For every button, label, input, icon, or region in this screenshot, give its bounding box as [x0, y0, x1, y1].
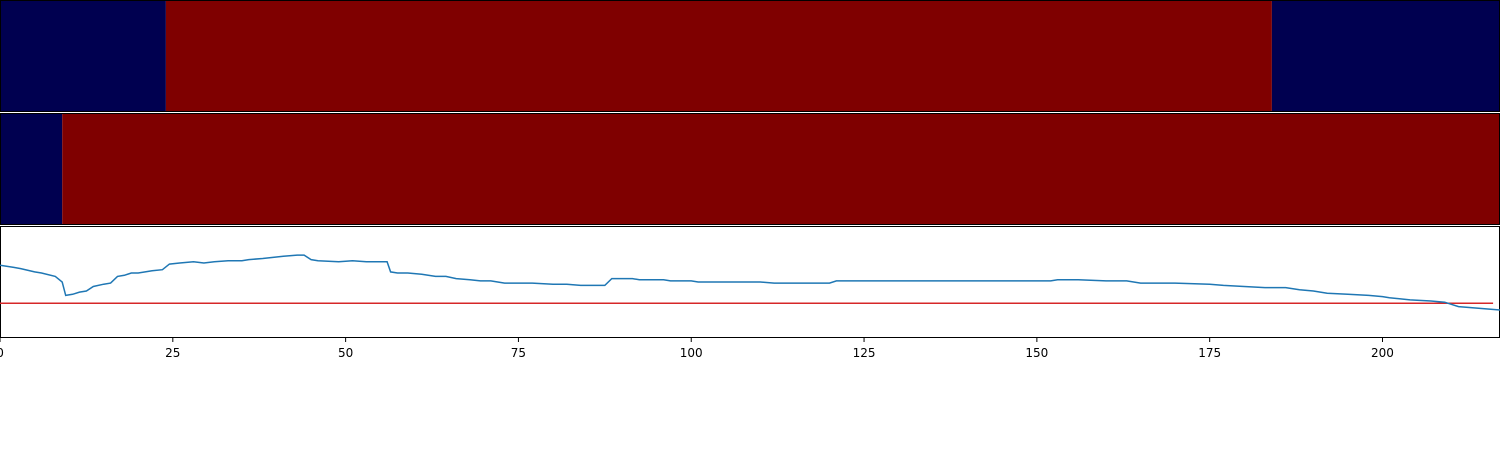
- x-tick-label: 25: [165, 346, 180, 360]
- state-heatmap-middle: [0, 113, 1500, 225]
- x-tick-label: 200: [1371, 346, 1394, 360]
- x-tick-label: 150: [1025, 346, 1048, 360]
- heatmap-segment-low: [0, 0, 166, 112]
- x-tick-label: 0: [0, 346, 4, 360]
- x-tick-label: 175: [1198, 346, 1221, 360]
- x-tick-label: 75: [511, 346, 526, 360]
- heatmap-segment-low: [0, 113, 63, 225]
- heatmap-segment-high: [62, 113, 1500, 225]
- state-heatmap-top: [0, 0, 1500, 112]
- x-tick-label: 50: [338, 346, 353, 360]
- x-axis: 0 25 50 75 100 125 150 175 200: [0, 338, 1394, 360]
- x-tick-label: 125: [853, 346, 876, 360]
- heatmap-segment-high: [165, 0, 1272, 112]
- series-line: [0, 254, 1500, 311]
- x-tick-label: 100: [680, 346, 703, 360]
- heatmap-segment-low: [1271, 0, 1500, 112]
- line-chart-panel: 0 25 50 75 100 125 150 175 200: [0, 226, 1500, 360]
